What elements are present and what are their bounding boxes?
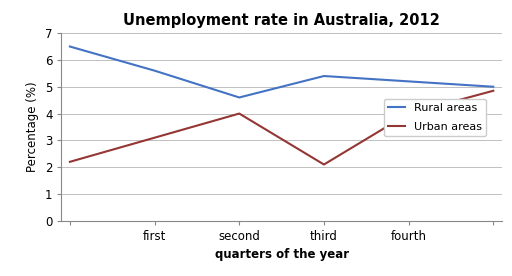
Rural areas — [321, 74, 327, 78]
Legend: Rural areas, Urban areas: Rural areas, Urban areas — [384, 99, 486, 136]
X-axis label: quarters of the year: quarters of the year — [215, 248, 349, 261]
Urban areas — [67, 160, 73, 163]
Line: Urban areas: Urban areas — [70, 91, 493, 164]
Rural areas — [406, 80, 412, 83]
Rural areas — [236, 96, 242, 99]
Title: Unemployment rate in Australia, 2012: Unemployment rate in Australia, 2012 — [123, 13, 440, 28]
Urban areas — [490, 89, 496, 92]
Rural areas — [490, 85, 496, 88]
Urban areas — [236, 112, 242, 115]
Line: Rural areas: Rural areas — [70, 47, 493, 97]
Rural areas — [152, 69, 158, 72]
Y-axis label: Percentage (%): Percentage (%) — [26, 82, 39, 172]
Urban areas — [321, 163, 327, 166]
Urban areas — [406, 112, 412, 115]
Urban areas — [152, 136, 158, 139]
Rural areas — [67, 45, 73, 48]
